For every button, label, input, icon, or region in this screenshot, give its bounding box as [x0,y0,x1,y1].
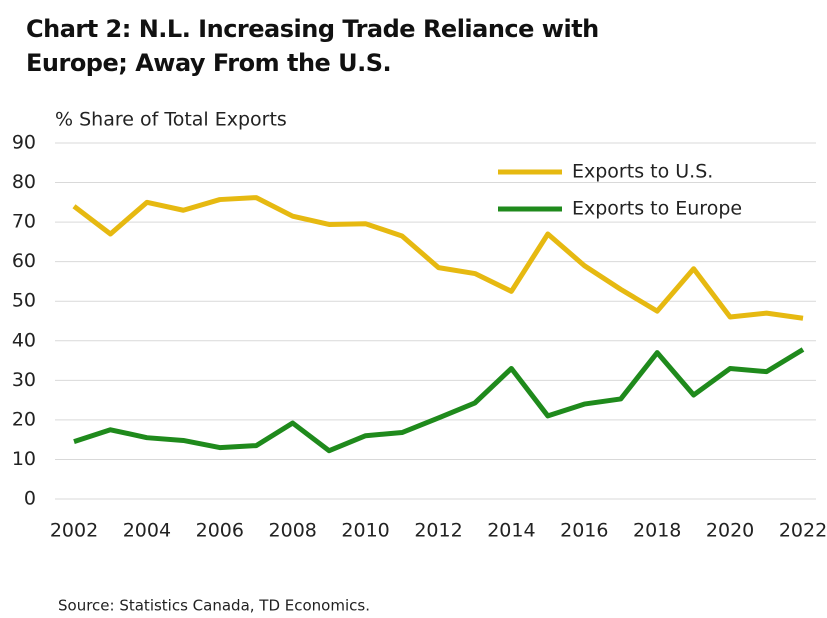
y-tick-label: 20 [12,408,36,430]
y-tick-label: 40 [12,329,36,351]
chart-title: Chart 2: N.L. Increasing Trade Reliance … [26,15,599,77]
x-tick-label: 2012 [414,520,462,542]
x-tick-label: 2010 [341,520,389,542]
y-axis-label: % Share of Total Exports [55,109,287,131]
y-tick-label: 60 [12,250,36,272]
y-tick-label: 30 [12,369,36,391]
legend-label: Exports to Europe [572,198,742,220]
x-tick-label: 2002 [50,520,98,542]
y-tick-label: 80 [12,171,36,193]
series-line [73,347,805,454]
series-line [72,195,804,321]
x-tick-label: 2022 [779,520,827,542]
y-tick-label: 70 [12,211,36,233]
y-tick-label: 90 [12,132,36,154]
x-tick-label: 2008 [269,520,317,542]
x-tick-label: 2018 [633,520,681,542]
legend-label: Exports to U.S. [572,161,713,183]
x-tick-label: 2006 [196,520,244,542]
source-note: Source: Statistics Canada, TD Economics. [58,597,370,615]
x-tick-label: 2020 [706,520,754,542]
y-tick-label: 0 [24,488,36,510]
x-tick-label: 2014 [487,520,535,542]
x-tick-label: 2016 [560,520,608,542]
x-tick-label: 2004 [123,520,171,542]
y-tick-label: 10 [12,448,36,470]
y-tick-label: 50 [12,290,36,312]
